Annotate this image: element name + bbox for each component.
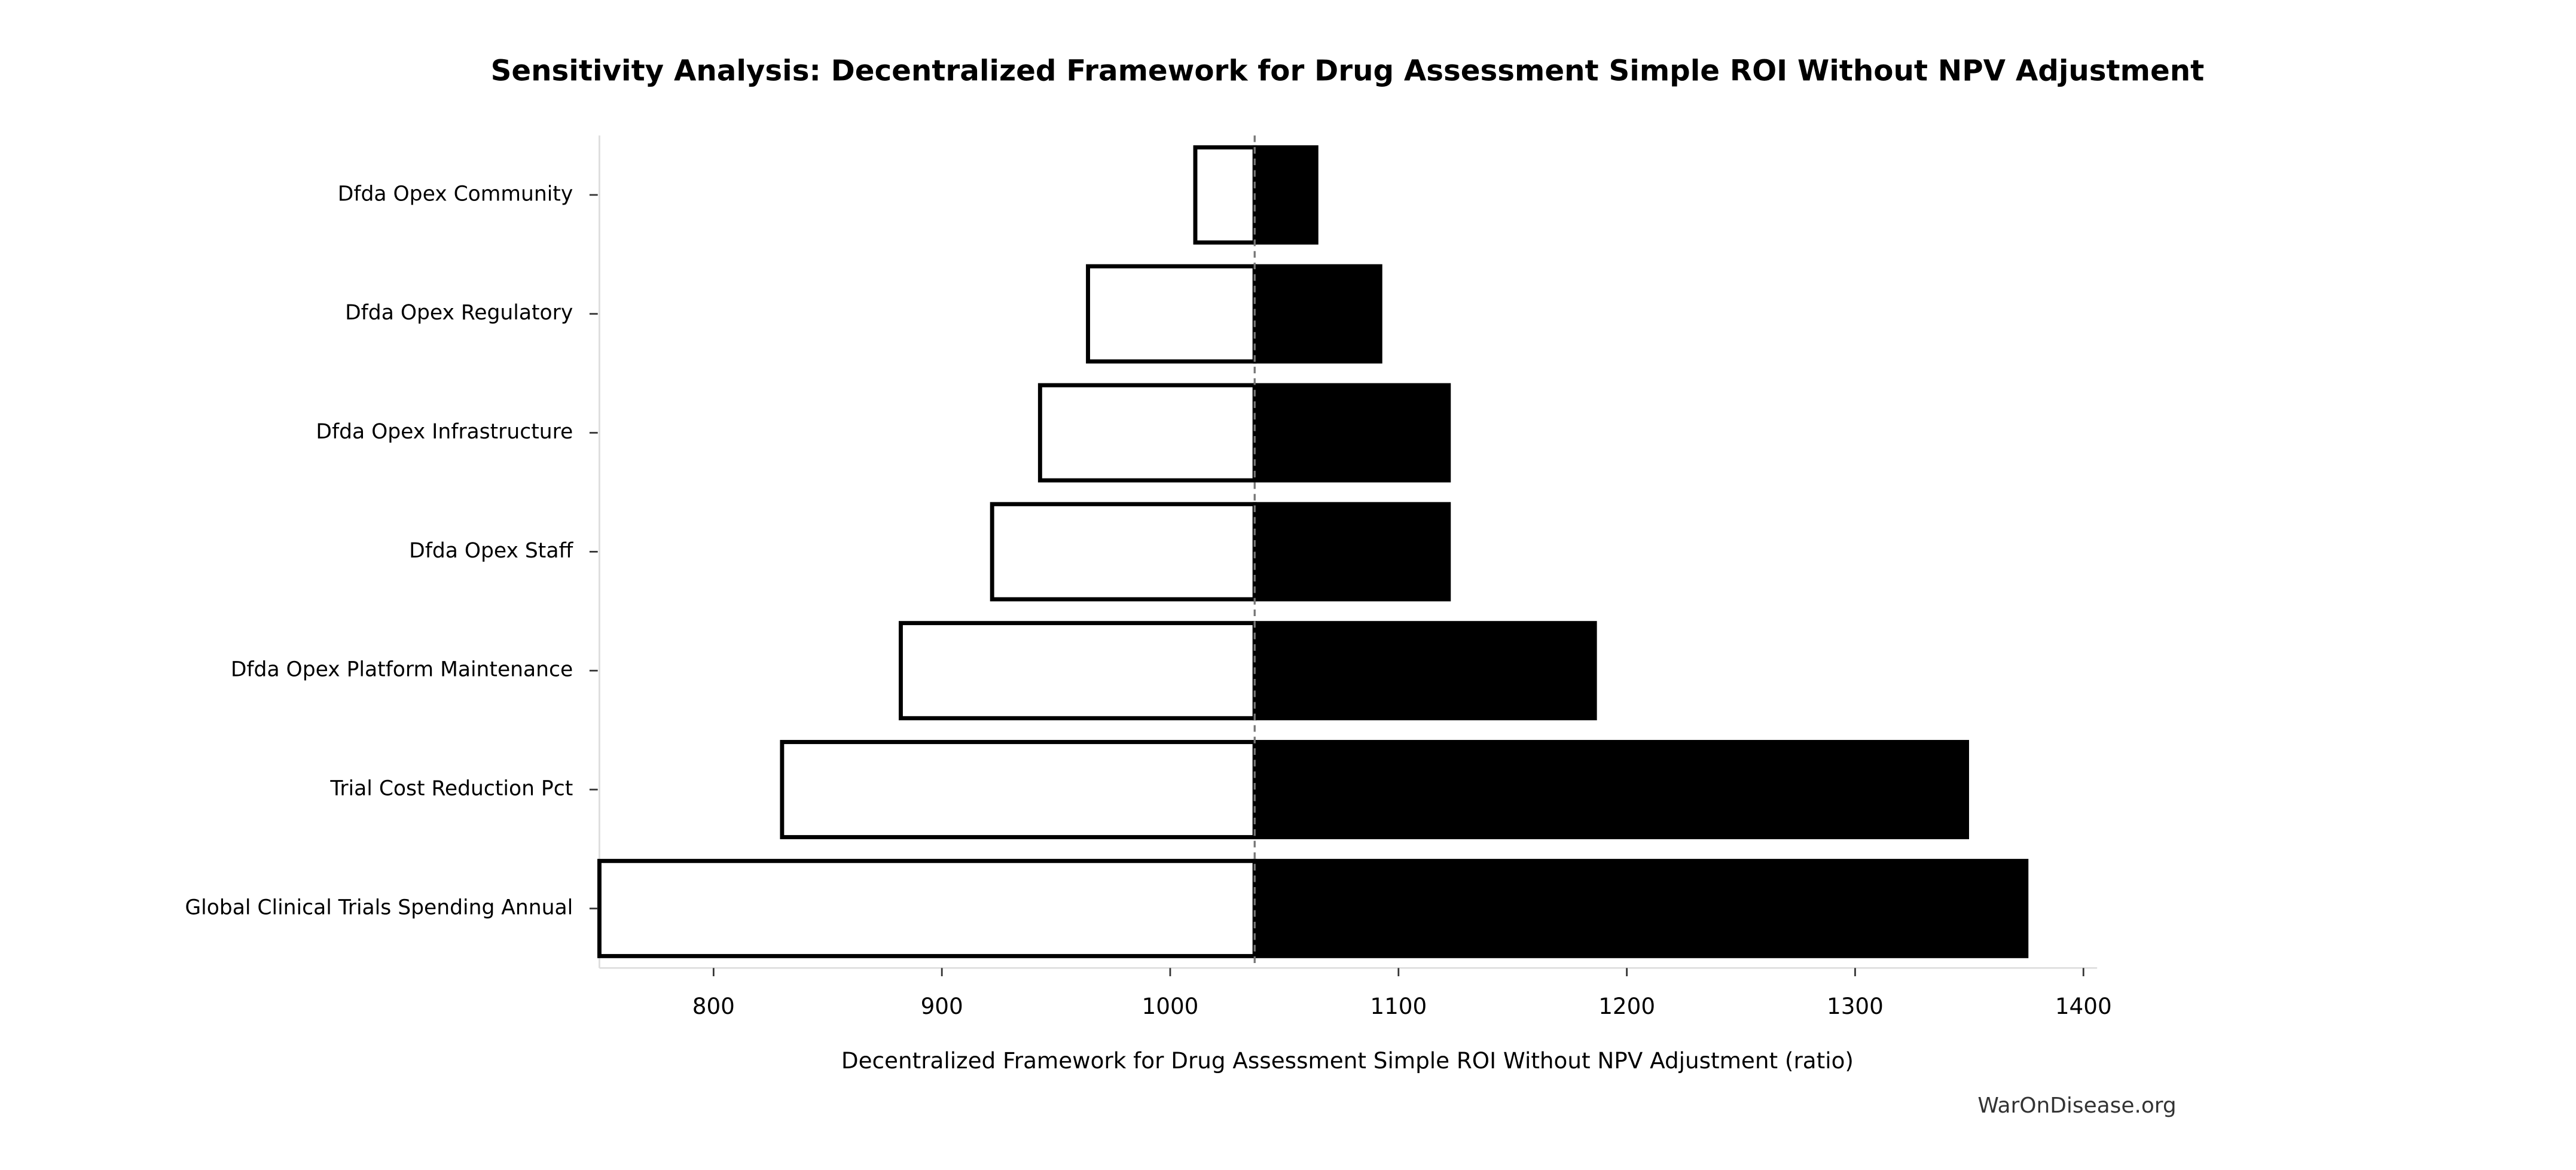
y-tick-label: Dfda Opex Platform Maintenance (231, 658, 573, 682)
bar (1037, 383, 1257, 483)
x-tick-label: 1300 (1827, 993, 1884, 1019)
y-tick-label: Dfda Opex Infrastructure (316, 420, 573, 444)
bar (780, 740, 1257, 840)
bar (1252, 740, 1969, 840)
chart-title: Sensitivity Analysis: Decentralized Fram… (491, 54, 2205, 88)
x-tick-label: 900 (921, 993, 963, 1019)
x-tick-label: 1400 (2055, 993, 2112, 1019)
bar (1252, 383, 1451, 483)
bar (1252, 264, 1382, 364)
bar (1252, 858, 2029, 958)
bar (1193, 145, 1257, 245)
y-tick-label: Dfda Opex Staff (409, 539, 573, 563)
bar (990, 502, 1257, 602)
bar (1086, 264, 1257, 364)
x-tick-label: 1100 (1370, 993, 1427, 1019)
bar (1252, 145, 1318, 245)
bar (1252, 502, 1451, 602)
bar (898, 621, 1257, 721)
y-tick-label: Dfda Opex Community (338, 182, 573, 206)
watermark: WarOnDisease.org (1977, 1093, 2176, 1118)
y-tick-label: Global Clinical Trials Spending Annual (185, 895, 573, 919)
bar (597, 858, 1257, 958)
x-axis-label: Decentralized Framework for Drug Assessm… (841, 1047, 1854, 1074)
y-tick-label: Trial Cost Reduction Pct (329, 777, 573, 801)
bar (1252, 621, 1597, 721)
x-tick-label: 1000 (1142, 993, 1199, 1019)
x-tick-label: 800 (692, 993, 735, 1019)
y-tick-label: Dfda Opex Regulatory (345, 301, 573, 325)
x-tick-label: 1200 (1598, 993, 1655, 1019)
